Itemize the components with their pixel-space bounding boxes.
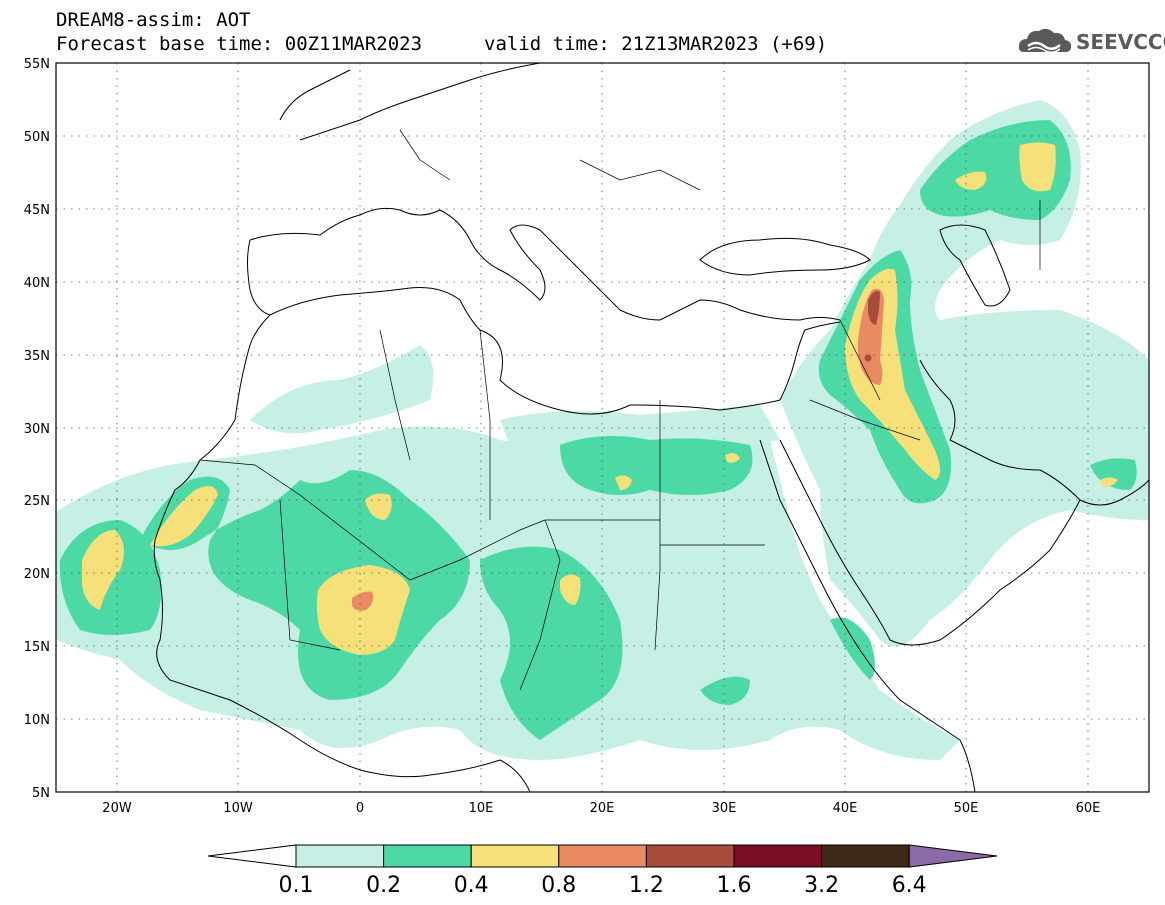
lat-label: 55N: [24, 57, 50, 72]
graticule: [56, 63, 1149, 792]
colorbar-label: 0.4: [454, 873, 489, 898]
colorbar-swatch: [383, 844, 472, 868]
map-title: DREAM8-assim: AOT: [56, 9, 251, 31]
cloud-icon: [1018, 28, 1072, 53]
latitude-labels: 55N 50N 45N 40N 35N 30N 25N 20N 15N 10N …: [24, 57, 50, 801]
lat-label: 30N: [24, 422, 50, 437]
aot-level-1.2: [864, 291, 880, 362]
lat-label: 45N: [24, 203, 50, 218]
colorbar-label: 6.4: [892, 873, 927, 898]
colorbar-swatch: [821, 844, 910, 868]
colorbar-label: 1.6: [717, 873, 752, 898]
colorbar: [207, 844, 998, 868]
lat-label: 15N: [24, 640, 50, 655]
longitude-labels: 20W 10W 0 10E 20E 30E 40E 50E 60E: [102, 801, 1100, 816]
seevccc-logo: SEEVCCC: [1016, 24, 1165, 58]
lon-label: 50E: [954, 801, 979, 816]
lon-label: 60E: [1076, 801, 1101, 816]
lat-label: 40N: [24, 276, 50, 291]
lat-label: 35N: [24, 349, 50, 364]
map-frame: [55, 62, 1150, 793]
lat-label: 20N: [24, 567, 50, 582]
colorbar-label: 0.2: [366, 873, 401, 898]
aot-level-0.1: [56, 100, 1149, 760]
lon-label: 20E: [590, 801, 615, 816]
lon-label: 30E: [712, 801, 737, 816]
lon-label: 10W: [223, 801, 253, 816]
colorbar-swatch: [645, 844, 735, 868]
lat-label: 25N: [24, 494, 50, 509]
forecast-base-time: Forecast base time: 00Z11MAR2023: [56, 33, 423, 55]
lon-label: 10E: [469, 801, 494, 816]
colorbar-low-arrow: [207, 844, 297, 868]
aot-level-0.4: [82, 142, 1118, 655]
borders: [199, 129, 1041, 691]
colorbar-label: 0.8: [541, 873, 576, 898]
aot-shading: [56, 100, 1149, 760]
colorbar-swatch: [470, 844, 560, 868]
colorbar-label: 1.2: [629, 873, 664, 898]
colorbar-swatch: [295, 844, 385, 868]
aot-level-0.8: [352, 288, 884, 611]
coastlines: [153, 63, 1149, 792]
lon-label: 20W: [102, 801, 132, 816]
logo-text: SEEVCCC: [1076, 30, 1165, 54]
lat-label: 5N: [32, 786, 50, 801]
lon-label: 0: [356, 801, 364, 816]
valid-time: valid time: 21Z13MAR2023 (+69): [484, 33, 828, 55]
lat-label: 50N: [24, 130, 50, 145]
colorbar-swatch: [733, 844, 823, 868]
colorbar-swatch: [558, 844, 647, 868]
lon-label: 40E: [833, 801, 858, 816]
colorbar-high-arrow: [908, 844, 998, 868]
colorbar-label: 3.2: [804, 873, 839, 898]
aot-level-0.2: [59, 120, 1137, 740]
colorbar-labels: 0.1 0.2 0.4 0.8 1.2 1.6 3.2 6.4: [279, 873, 927, 898]
lat-label: 10N: [24, 713, 50, 728]
colorbar-label: 0.1: [279, 873, 314, 898]
